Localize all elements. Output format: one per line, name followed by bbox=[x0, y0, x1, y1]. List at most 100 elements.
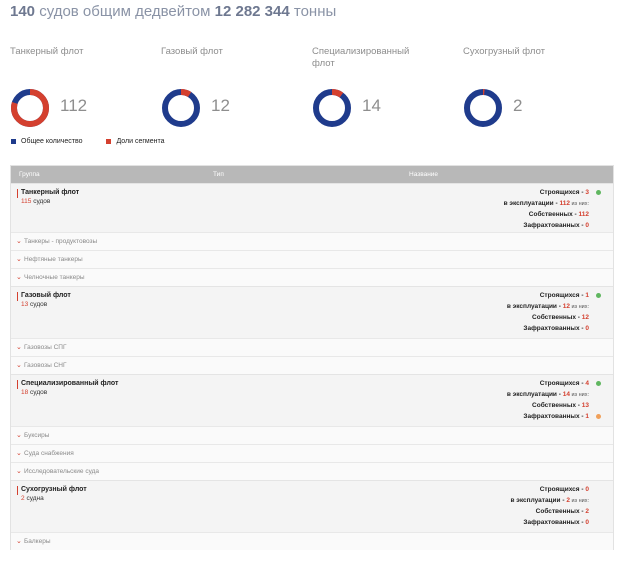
fleet-table: Группа Тип Название Танкерный флот 115 с… bbox=[10, 165, 614, 550]
group-name: Газовый флот bbox=[21, 292, 71, 299]
subtype-row[interactable]: ⌄ Нефтяные танкеры bbox=[11, 250, 613, 268]
stat-chartered: Зафрахтованных - 0 bbox=[507, 324, 603, 335]
stat-value: 0 bbox=[585, 519, 589, 526]
group-count-value: 115 bbox=[21, 198, 32, 205]
chevron-down-icon: ⌄ bbox=[16, 344, 22, 351]
stat-operating: в эксплуатации - 12 из них: bbox=[507, 302, 603, 313]
group-count-value: 13 bbox=[21, 301, 29, 308]
donut-segment-arc bbox=[313, 89, 351, 127]
column-header-type[interactable]: Тип bbox=[213, 171, 224, 178]
column-header-group[interactable]: Группа bbox=[19, 171, 40, 178]
stat-own: Собственных - 12 bbox=[507, 313, 603, 324]
fleet-label: Газовый флот bbox=[161, 46, 223, 57]
group-stats: Строящихся - 0 в эксплуатации - 2 из них… bbox=[510, 485, 603, 529]
stat-suffix: из них: bbox=[569, 498, 589, 504]
chevron-down-icon: ⌄ bbox=[16, 468, 22, 475]
table-row-group[interactable]: Газовый флот 13 судов Строящихся - 1 в э… bbox=[11, 286, 613, 338]
subtype-label: Суда снабжения bbox=[24, 450, 74, 457]
group-marker bbox=[17, 292, 18, 301]
stat-label: Строящихся - bbox=[539, 486, 586, 493]
subtype-label: Газовозы СПГ bbox=[24, 344, 67, 351]
chevron-down-icon: ⌄ bbox=[16, 362, 22, 369]
chevron-down-icon: ⌄ bbox=[16, 450, 22, 457]
stat-value: 4 bbox=[585, 380, 589, 387]
column-header-name[interactable]: Название bbox=[409, 171, 439, 178]
status-dot-icon bbox=[596, 414, 601, 419]
stat-value: 13 bbox=[581, 402, 589, 409]
stat-value: 112 bbox=[578, 211, 590, 218]
stat-value: 112 bbox=[559, 200, 570, 207]
stat-value: 0 bbox=[585, 486, 589, 493]
stat-label: Строящихся - bbox=[539, 380, 586, 387]
stat-operating: в эксплуатации - 14 из них: bbox=[507, 390, 603, 401]
legend-swatch-segment bbox=[106, 138, 112, 144]
donut-total-ring bbox=[162, 89, 200, 127]
fleet-donut-chart bbox=[162, 89, 200, 127]
headline-text: судов общим дедвейтом bbox=[35, 3, 215, 20]
stat-label: Строящихся - bbox=[539, 189, 586, 196]
stat-label: в эксплуатации - bbox=[503, 200, 560, 207]
subtype-row[interactable]: ⌄ Суда снабжения bbox=[11, 444, 613, 462]
legend-segment-label: Доли сегмента bbox=[116, 138, 165, 145]
fleet-label: Сухогрузный флот bbox=[463, 46, 545, 57]
stat-building: Строящихся - 0 bbox=[510, 485, 603, 496]
fleet-value: 2 bbox=[513, 96, 523, 115]
legend-swatch-total bbox=[11, 138, 16, 144]
stat-value: 1 bbox=[585, 292, 589, 299]
group-marker bbox=[17, 189, 18, 198]
stat-suffix: из них: bbox=[569, 392, 589, 398]
stat-value: 2 bbox=[566, 497, 570, 504]
stat-own: Собственных - 2 bbox=[510, 507, 603, 518]
fleet-summary-special: Специализированный флот 14 bbox=[312, 46, 442, 127]
group-stats: Строящихся - 1 в эксплуатации - 12 из ни… bbox=[507, 291, 603, 335]
table-row-group[interactable]: Сухогрузный флот 2 судна Строящихся - 0 … bbox=[11, 480, 613, 532]
stat-value: 12 bbox=[581, 314, 589, 321]
group-count: 13 судов bbox=[21, 301, 47, 308]
stat-value: 1 bbox=[585, 413, 589, 420]
fleet-value: 112 bbox=[60, 96, 88, 115]
subtype-label: Нефтяные танкеры bbox=[24, 256, 83, 263]
headline-count: 140 bbox=[10, 3, 36, 20]
fleet-summary-gas: Газовый флот 12 bbox=[161, 46, 291, 127]
stat-building: Строящихся - 4 bbox=[507, 379, 603, 390]
stat-label: Собственных - bbox=[532, 402, 582, 409]
group-count: 18 судов bbox=[21, 389, 47, 396]
fleet-summary-dry: Сухогрузный флот 2 bbox=[463, 46, 593, 127]
donut-segment-arc bbox=[464, 89, 502, 127]
subtype-row[interactable]: ⌄ Танкеры - продуктовозы bbox=[11, 232, 613, 250]
stat-operating: в эксплуатации - 2 из них: bbox=[510, 496, 603, 507]
stat-own: Собственных - 13 bbox=[507, 401, 603, 412]
subtype-row[interactable]: ⌄ Исследовательские суда bbox=[11, 462, 613, 480]
page-title: 140 судов общим дедвейтом 12 282 344 тон… bbox=[10, 3, 336, 20]
subtype-row[interactable]: ⌄ Челночные танкеры bbox=[11, 268, 613, 286]
stat-chartered: Зафрахтованных - 0 bbox=[510, 518, 603, 529]
donut-segment-arc bbox=[162, 89, 200, 127]
subtype-row[interactable]: ⌄ Газовозы СНГ bbox=[11, 356, 613, 374]
stat-operating: в эксплуатации - 112 из них: bbox=[504, 199, 603, 210]
subtype-row[interactable]: ⌄ Газовозы СПГ bbox=[11, 338, 613, 356]
chevron-down-icon: ⌄ bbox=[16, 274, 22, 281]
group-stats: Строящихся - 3 в эксплуатации - 112 из н… bbox=[504, 188, 603, 232]
table-row-group[interactable]: Танкерный флот 115 судов Строящихся - 3 … bbox=[11, 183, 613, 232]
group-count-unit: судов bbox=[30, 389, 48, 396]
chevron-down-icon: ⌄ bbox=[16, 432, 22, 439]
stat-value: 0 bbox=[585, 222, 589, 229]
chevron-down-icon: ⌄ bbox=[16, 256, 22, 263]
stat-value: 0 bbox=[585, 325, 589, 332]
subtype-row[interactable]: ⌄ Буксиры bbox=[11, 426, 613, 444]
stat-label: Зафрахтованных - bbox=[523, 413, 586, 420]
status-dot-icon bbox=[596, 293, 601, 298]
stat-label: Собственных - bbox=[528, 211, 579, 218]
group-name: Сухогрузный флот bbox=[21, 486, 87, 493]
subtype-row[interactable]: ⌄ Балкеры bbox=[11, 532, 613, 550]
subtype-label: Балкеры bbox=[24, 538, 51, 545]
fleet-value: 14 bbox=[362, 96, 381, 115]
group-stats: Строящихся - 4 в эксплуатации - 14 из ни… bbox=[507, 379, 603, 423]
group-marker bbox=[17, 380, 18, 389]
subtype-label: Буксиры bbox=[24, 432, 50, 439]
group-marker bbox=[17, 486, 18, 495]
subtype-label: Танкеры - продуктовозы bbox=[24, 238, 98, 245]
table-row-group[interactable]: Специализированный флот 18 судов Строящи… bbox=[11, 374, 613, 426]
fleet-summary-tanker: Танкерный флот 112 bbox=[10, 46, 140, 127]
stat-own: Собственных - 112 bbox=[504, 210, 603, 221]
